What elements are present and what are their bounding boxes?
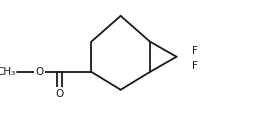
Text: F: F bbox=[192, 61, 198, 71]
Text: O: O bbox=[56, 89, 64, 99]
Text: F: F bbox=[192, 46, 198, 56]
Text: CH₃: CH₃ bbox=[0, 67, 15, 77]
Text: O: O bbox=[35, 67, 43, 77]
